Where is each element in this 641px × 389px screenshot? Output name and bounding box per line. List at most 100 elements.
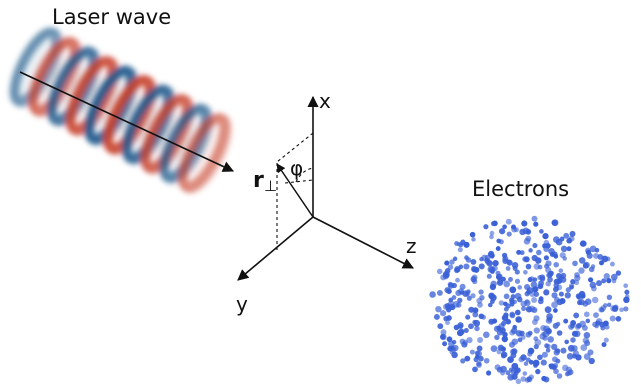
electron-dot — [554, 296, 560, 303]
electron-dot — [512, 324, 518, 330]
electron-dot — [577, 299, 583, 306]
electron-dot — [539, 333, 546, 340]
electron-dot — [495, 270, 501, 276]
electron-dot — [461, 341, 468, 348]
electron-dot — [532, 286, 539, 293]
electron-dot — [535, 257, 542, 264]
electron-dot — [624, 289, 630, 295]
electron-dot — [508, 276, 513, 282]
electron-dot — [551, 219, 559, 227]
electron-dot — [477, 337, 484, 343]
electron-dot — [533, 344, 539, 350]
electron-dot — [476, 297, 483, 304]
electron-dot — [564, 292, 571, 299]
y-axis-arrow — [237, 216, 314, 281]
electron-dot — [436, 289, 443, 296]
electron-dot — [533, 221, 539, 227]
electron-dot — [564, 371, 570, 377]
electron-dot — [478, 355, 484, 362]
electron-dot — [511, 338, 519, 345]
electron-dot — [568, 235, 575, 242]
electron-dot — [466, 337, 473, 344]
electron-dot — [553, 368, 559, 375]
electron-dot — [623, 306, 629, 312]
electron-dot — [623, 283, 629, 289]
electron-dot — [571, 330, 579, 337]
electron-dot — [537, 354, 543, 361]
electron-dot — [456, 329, 464, 337]
electron-dot — [524, 299, 530, 304]
electron-dot — [543, 255, 549, 261]
electron-dot — [454, 265, 461, 273]
electron-dot — [527, 277, 533, 283]
electron-dot — [583, 331, 591, 339]
electron-dot — [458, 242, 464, 248]
laser-direction-arrow — [19, 71, 235, 172]
electron-dot — [482, 331, 490, 339]
electron-dot — [501, 335, 508, 343]
electron-dot — [566, 353, 574, 360]
electron-dot — [615, 270, 622, 276]
electron-dot — [602, 320, 609, 327]
electron-dot — [533, 263, 540, 270]
electron-dot — [560, 272, 567, 279]
electron-dot — [566, 246, 572, 252]
perp-subscript: ⊥ — [263, 177, 277, 195]
electron-dot — [514, 309, 521, 316]
y-axis-label: y — [236, 292, 248, 316]
electron-dot — [527, 330, 533, 336]
electron-dot — [571, 345, 578, 352]
electron-dot — [544, 343, 550, 349]
electron-dot — [551, 343, 558, 351]
electron-dot — [451, 282, 457, 289]
electron-dot — [599, 307, 605, 313]
electron-dot — [448, 340, 455, 348]
electron-dot — [473, 356, 479, 363]
electron-dot — [476, 362, 482, 368]
electron-dot — [542, 232, 549, 240]
electron-dot — [591, 296, 599, 304]
laser-wave-helix — [9, 27, 233, 194]
electron-dot — [520, 376, 527, 382]
electron-dot — [502, 224, 507, 230]
electron-dot — [556, 373, 563, 379]
electron-dot — [521, 306, 527, 312]
electron-dot — [581, 324, 588, 331]
electron-dot — [523, 361, 529, 366]
electron-dot — [469, 231, 476, 238]
electron-dot — [533, 363, 538, 368]
electron-dot — [437, 323, 444, 330]
electron-dot — [560, 347, 567, 354]
electron-cloud — [429, 215, 630, 385]
electron-dot — [544, 263, 549, 269]
electron-dot — [483, 357, 490, 364]
electron-dot — [505, 370, 511, 376]
electron-dot — [535, 368, 541, 375]
electron-dot — [606, 294, 613, 301]
electron-dot — [563, 232, 570, 239]
electron-dot — [490, 269, 495, 274]
electron-dot — [442, 273, 449, 280]
electron-dot — [569, 230, 576, 237]
electron-dot — [522, 256, 528, 262]
electrons-title: Electrons — [472, 177, 570, 201]
electron-dot — [486, 370, 492, 376]
electron-dot — [548, 363, 554, 369]
electron-dot — [470, 265, 478, 273]
electron-dot — [560, 245, 568, 252]
electron-dot — [580, 344, 588, 351]
laser-loop-fringe — [105, 76, 158, 156]
electron-dot — [602, 303, 608, 308]
electron-dot — [532, 277, 538, 282]
electron-dot — [536, 249, 542, 256]
electron-dot — [556, 330, 563, 336]
electron-dot — [457, 322, 464, 329]
electron-dot — [546, 313, 553, 320]
electron-dot — [603, 273, 610, 280]
electron-dot — [525, 357, 531, 363]
coordinate-axes — [237, 95, 414, 281]
electron-dot — [553, 308, 558, 313]
electron-dot — [503, 293, 510, 300]
electron-dot — [596, 280, 602, 287]
